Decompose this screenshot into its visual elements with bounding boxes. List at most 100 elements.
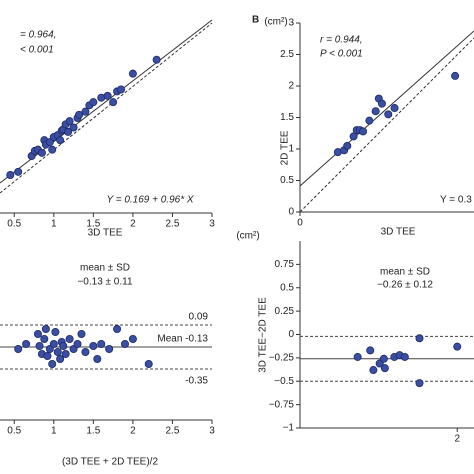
y-tick-label: 2.5 bbox=[280, 49, 294, 60]
point bbox=[65, 117, 74, 126]
point bbox=[451, 71, 460, 80]
point bbox=[152, 55, 161, 64]
point bbox=[41, 324, 50, 333]
y-tick-label: 0.5 bbox=[280, 282, 294, 293]
point bbox=[48, 359, 57, 368]
annotation: P < 0.001 bbox=[320, 49, 363, 60]
annotation: −0.13 ± 0.11 bbox=[77, 277, 133, 288]
point bbox=[69, 123, 78, 132]
point bbox=[75, 110, 84, 119]
point bbox=[49, 339, 58, 348]
point bbox=[64, 127, 73, 136]
point bbox=[113, 324, 122, 333]
point bbox=[415, 334, 424, 343]
x-tick-label: 0 bbox=[297, 218, 303, 229]
point bbox=[56, 354, 65, 363]
point bbox=[353, 352, 362, 361]
point bbox=[77, 329, 86, 338]
reference-label: Mean -0.13 bbox=[157, 334, 208, 345]
point bbox=[109, 98, 118, 107]
x-tick-label: 2 bbox=[454, 434, 460, 445]
point bbox=[380, 364, 389, 373]
identity-line bbox=[0, 22, 213, 194]
point bbox=[371, 107, 380, 116]
point bbox=[61, 349, 70, 358]
x-tick-label: 0.5 bbox=[7, 426, 21, 437]
point bbox=[89, 98, 98, 107]
annotation: r = 0.944, bbox=[320, 35, 363, 46]
x-tick-label: 1 bbox=[51, 219, 57, 230]
y-tick-label: 1 bbox=[288, 144, 294, 155]
y-tick-label: 0 bbox=[288, 329, 294, 340]
y-tick-label: −0.5 bbox=[274, 376, 294, 387]
point bbox=[51, 327, 60, 336]
y-tick-label: −1 bbox=[283, 423, 295, 434]
y-tick-label: 0.25 bbox=[275, 306, 295, 317]
point bbox=[415, 379, 424, 388]
unit-label: (cm²) bbox=[236, 231, 259, 242]
point bbox=[33, 329, 42, 338]
point bbox=[390, 104, 399, 113]
point bbox=[14, 344, 23, 353]
point bbox=[144, 359, 153, 368]
y-axis-label: 2D TEE bbox=[280, 130, 291, 165]
point bbox=[453, 342, 462, 351]
x-tick-label: 2.5 bbox=[165, 219, 179, 230]
point bbox=[22, 339, 31, 348]
annotation: Y = 0.169 + 0.96* X bbox=[106, 195, 193, 206]
point bbox=[97, 339, 106, 348]
point bbox=[128, 69, 137, 78]
annotation: mean ± SD bbox=[80, 263, 130, 274]
point bbox=[59, 341, 68, 350]
point bbox=[384, 110, 393, 119]
point bbox=[81, 107, 90, 116]
point bbox=[369, 366, 378, 375]
x-tick-label: 1.5 bbox=[86, 426, 100, 437]
x-tick-label: 2.5 bbox=[165, 426, 179, 437]
point bbox=[128, 334, 137, 343]
annotation: = 0.964, bbox=[20, 30, 56, 41]
annotation: Y = 0.3 bbox=[440, 195, 472, 206]
x-axis-label: 3D TEE bbox=[88, 228, 123, 239]
y-tick-label: 0 bbox=[288, 207, 294, 218]
y-tick-label: 1.5 bbox=[280, 112, 294, 123]
point bbox=[37, 148, 46, 157]
point bbox=[359, 127, 368, 136]
point bbox=[379, 354, 388, 363]
point bbox=[14, 167, 23, 176]
point bbox=[93, 354, 102, 363]
identity-line bbox=[299, 37, 474, 213]
point bbox=[40, 334, 49, 343]
point bbox=[349, 132, 358, 141]
x-tick-label: 1.5 bbox=[86, 219, 100, 230]
annotation: −0.26 ± 0.12 bbox=[377, 280, 433, 291]
unit-label: (cm²) bbox=[264, 17, 287, 28]
point bbox=[105, 344, 114, 353]
point bbox=[400, 352, 409, 361]
x-tick-label: 3 bbox=[209, 426, 215, 437]
annotation: < 0.001 bbox=[20, 45, 54, 56]
point bbox=[365, 116, 374, 125]
panel-label: B bbox=[252, 15, 259, 26]
y-tick-label: 3 bbox=[288, 18, 294, 29]
y-tick-label: −0.75 bbox=[269, 399, 295, 410]
point bbox=[48, 145, 57, 154]
point bbox=[117, 85, 126, 94]
point bbox=[43, 351, 52, 360]
point bbox=[377, 99, 386, 108]
x-tick-label: 1 bbox=[51, 426, 57, 437]
y-tick-label: −0.25 bbox=[269, 353, 295, 364]
point bbox=[65, 334, 74, 343]
point bbox=[35, 341, 44, 350]
regression-line bbox=[299, 30, 474, 187]
x-tick-label: 2 bbox=[130, 219, 136, 230]
point bbox=[53, 347, 62, 356]
point bbox=[73, 339, 82, 348]
x-tick-label: 3 bbox=[209, 219, 215, 230]
x-tick-label: 2 bbox=[130, 426, 136, 437]
x-tick-label: 0.5 bbox=[7, 219, 21, 230]
point bbox=[103, 91, 112, 100]
reference-label: -0.35 bbox=[185, 376, 208, 387]
annotation: mean ± SD bbox=[380, 267, 430, 278]
